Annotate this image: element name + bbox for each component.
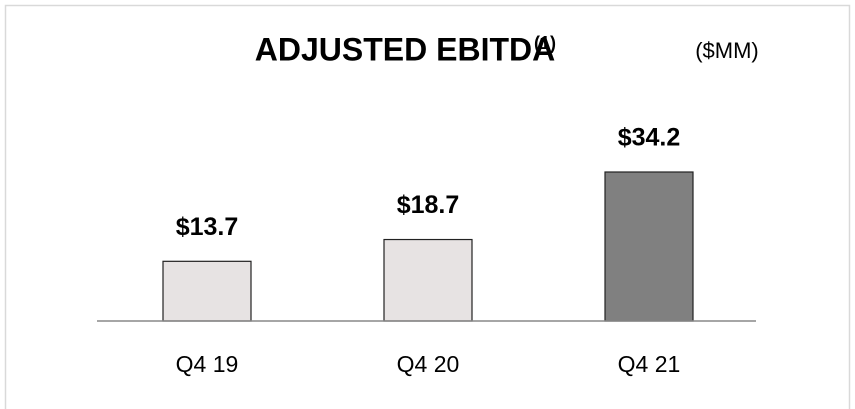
x-tick-label: Q4 21: [618, 351, 681, 377]
unit-label: ($MM): [695, 38, 759, 63]
x-tick-label: Q4 19: [176, 351, 239, 377]
value-label: $13.7: [176, 213, 239, 241]
frame: [4, 4, 851, 409]
title-note: (1): [534, 33, 556, 53]
value-label: $18.7: [397, 191, 460, 219]
x-tick-label: Q4 20: [397, 351, 460, 377]
chart-title: ADJUSTED EBITDA: [255, 31, 555, 67]
value-label: $34.2: [618, 124, 681, 152]
bar: [604, 171, 694, 322]
bar: [383, 238, 473, 322]
bar: [162, 260, 252, 322]
